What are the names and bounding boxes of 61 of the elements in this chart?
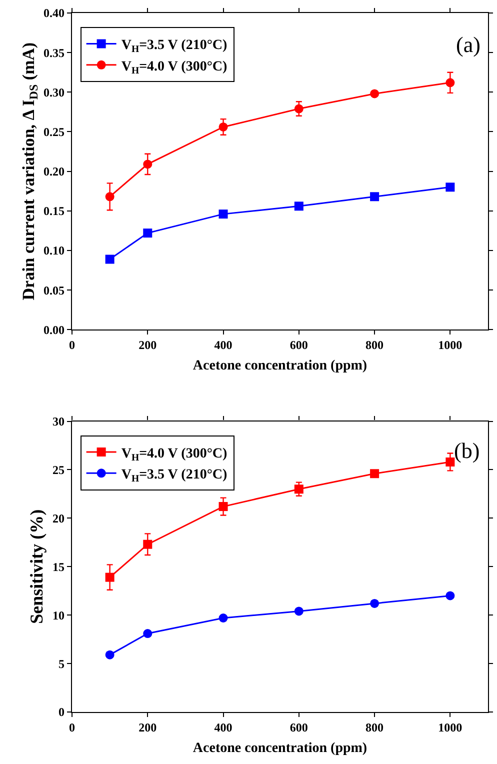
point — [105, 572, 114, 582]
x-tick-label: 1000 — [438, 338, 462, 352]
y-tick-label: 0.20 — [44, 164, 64, 179]
legend-label: V$_{H}$=3.5 V (210°C) — [121, 468, 228, 485]
point — [143, 540, 152, 549]
point — [294, 104, 304, 114]
y-tick-label: 5 — [58, 656, 64, 671]
x-tick-label: 1000 — [438, 720, 462, 735]
x-tick-label: 800 — [366, 338, 384, 352]
y-tick-label: 15 — [52, 560, 64, 574]
annotation: (b) — [454, 438, 480, 463]
point — [446, 457, 455, 466]
y-tick-label: 0 — [58, 705, 64, 720]
point — [105, 650, 114, 660]
legend-label: V$_{H}$=4.0 V (300°C) — [121, 59, 228, 76]
point — [143, 160, 152, 169]
y-tick-label: 0.35 — [44, 46, 64, 60]
point — [218, 614, 228, 622]
point — [370, 598, 380, 608]
point — [143, 629, 152, 638]
point — [370, 192, 380, 202]
y-tick-label: 0.40 — [44, 6, 64, 20]
x-tick-label: 200 — [138, 338, 157, 352]
y-tick-label: 0.10 — [44, 244, 64, 258]
point — [370, 89, 380, 98]
point — [105, 192, 114, 202]
point — [446, 182, 455, 192]
point — [218, 210, 228, 219]
y-tick-label: 30 — [52, 414, 64, 428]
legend-label: V$_{H}$=4.0 V (300°C) — [121, 446, 228, 464]
point — [446, 78, 455, 88]
y-tick-label: 0.30 — [44, 85, 64, 100]
legend-label: V$_{H}$=3.5 V (210°C) — [121, 38, 228, 56]
y-tick-label: 0.00 — [44, 322, 64, 337]
point — [218, 502, 228, 512]
x-axis-title: Acetone concentration (ppm) — [192, 358, 368, 374]
y-axis-title: Sensitivity (%) — [26, 509, 47, 624]
point — [446, 591, 455, 600]
x-tick-label: 600 — [290, 720, 308, 735]
point — [294, 484, 304, 494]
x-tick-label: 400 — [214, 720, 232, 735]
point — [294, 606, 304, 616]
x-tick-label: 0 — [69, 720, 75, 735]
point — [105, 254, 114, 264]
y-tick-label: 25 — [52, 462, 64, 477]
x-tick-label: 200 — [138, 720, 157, 735]
point — [370, 469, 380, 478]
y-tick-label: 20 — [52, 511, 64, 526]
y-tick-label: 0.15 — [44, 204, 64, 218]
point — [143, 228, 152, 238]
x-axis-title: Acetone concentration (ppm) — [192, 740, 368, 756]
annotation: (a) — [456, 32, 480, 57]
y-tick-label: 0.05 — [44, 283, 64, 298]
x-tick-label: 600 — [290, 338, 308, 352]
point — [218, 122, 228, 132]
y-tick-label: 10 — [52, 608, 64, 622]
y-tick-label: 0.25 — [44, 124, 64, 139]
x-tick-label: 800 — [366, 720, 384, 735]
x-tick-label: 400 — [214, 338, 232, 352]
point — [294, 202, 304, 211]
x-tick-label: 0 — [69, 338, 75, 352]
